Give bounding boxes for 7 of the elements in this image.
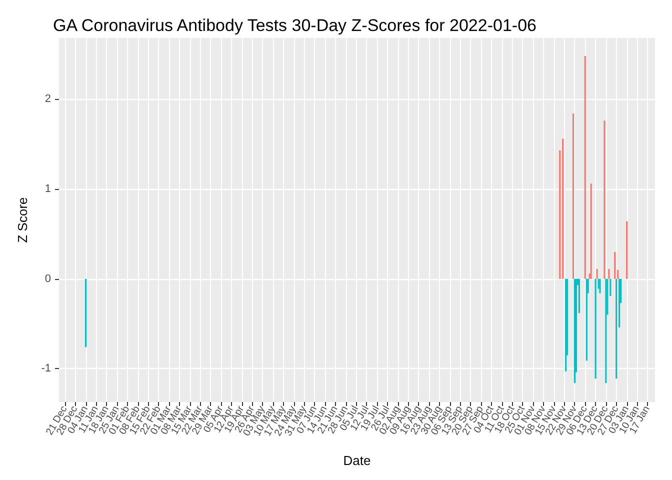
chart-title: GA Coronavirus Antibody Tests 30-Day Z-Scores for 2022-01-06 [53, 16, 536, 35]
y-tick-label: 1 [44, 182, 51, 195]
y-tick-label: -1 [41, 362, 51, 375]
y-tick-label: 0 [44, 272, 51, 285]
x-axis-title: Date [343, 453, 371, 468]
y-axis-title: Z Score [15, 197, 30, 243]
y-tick-label: 2 [44, 93, 51, 106]
